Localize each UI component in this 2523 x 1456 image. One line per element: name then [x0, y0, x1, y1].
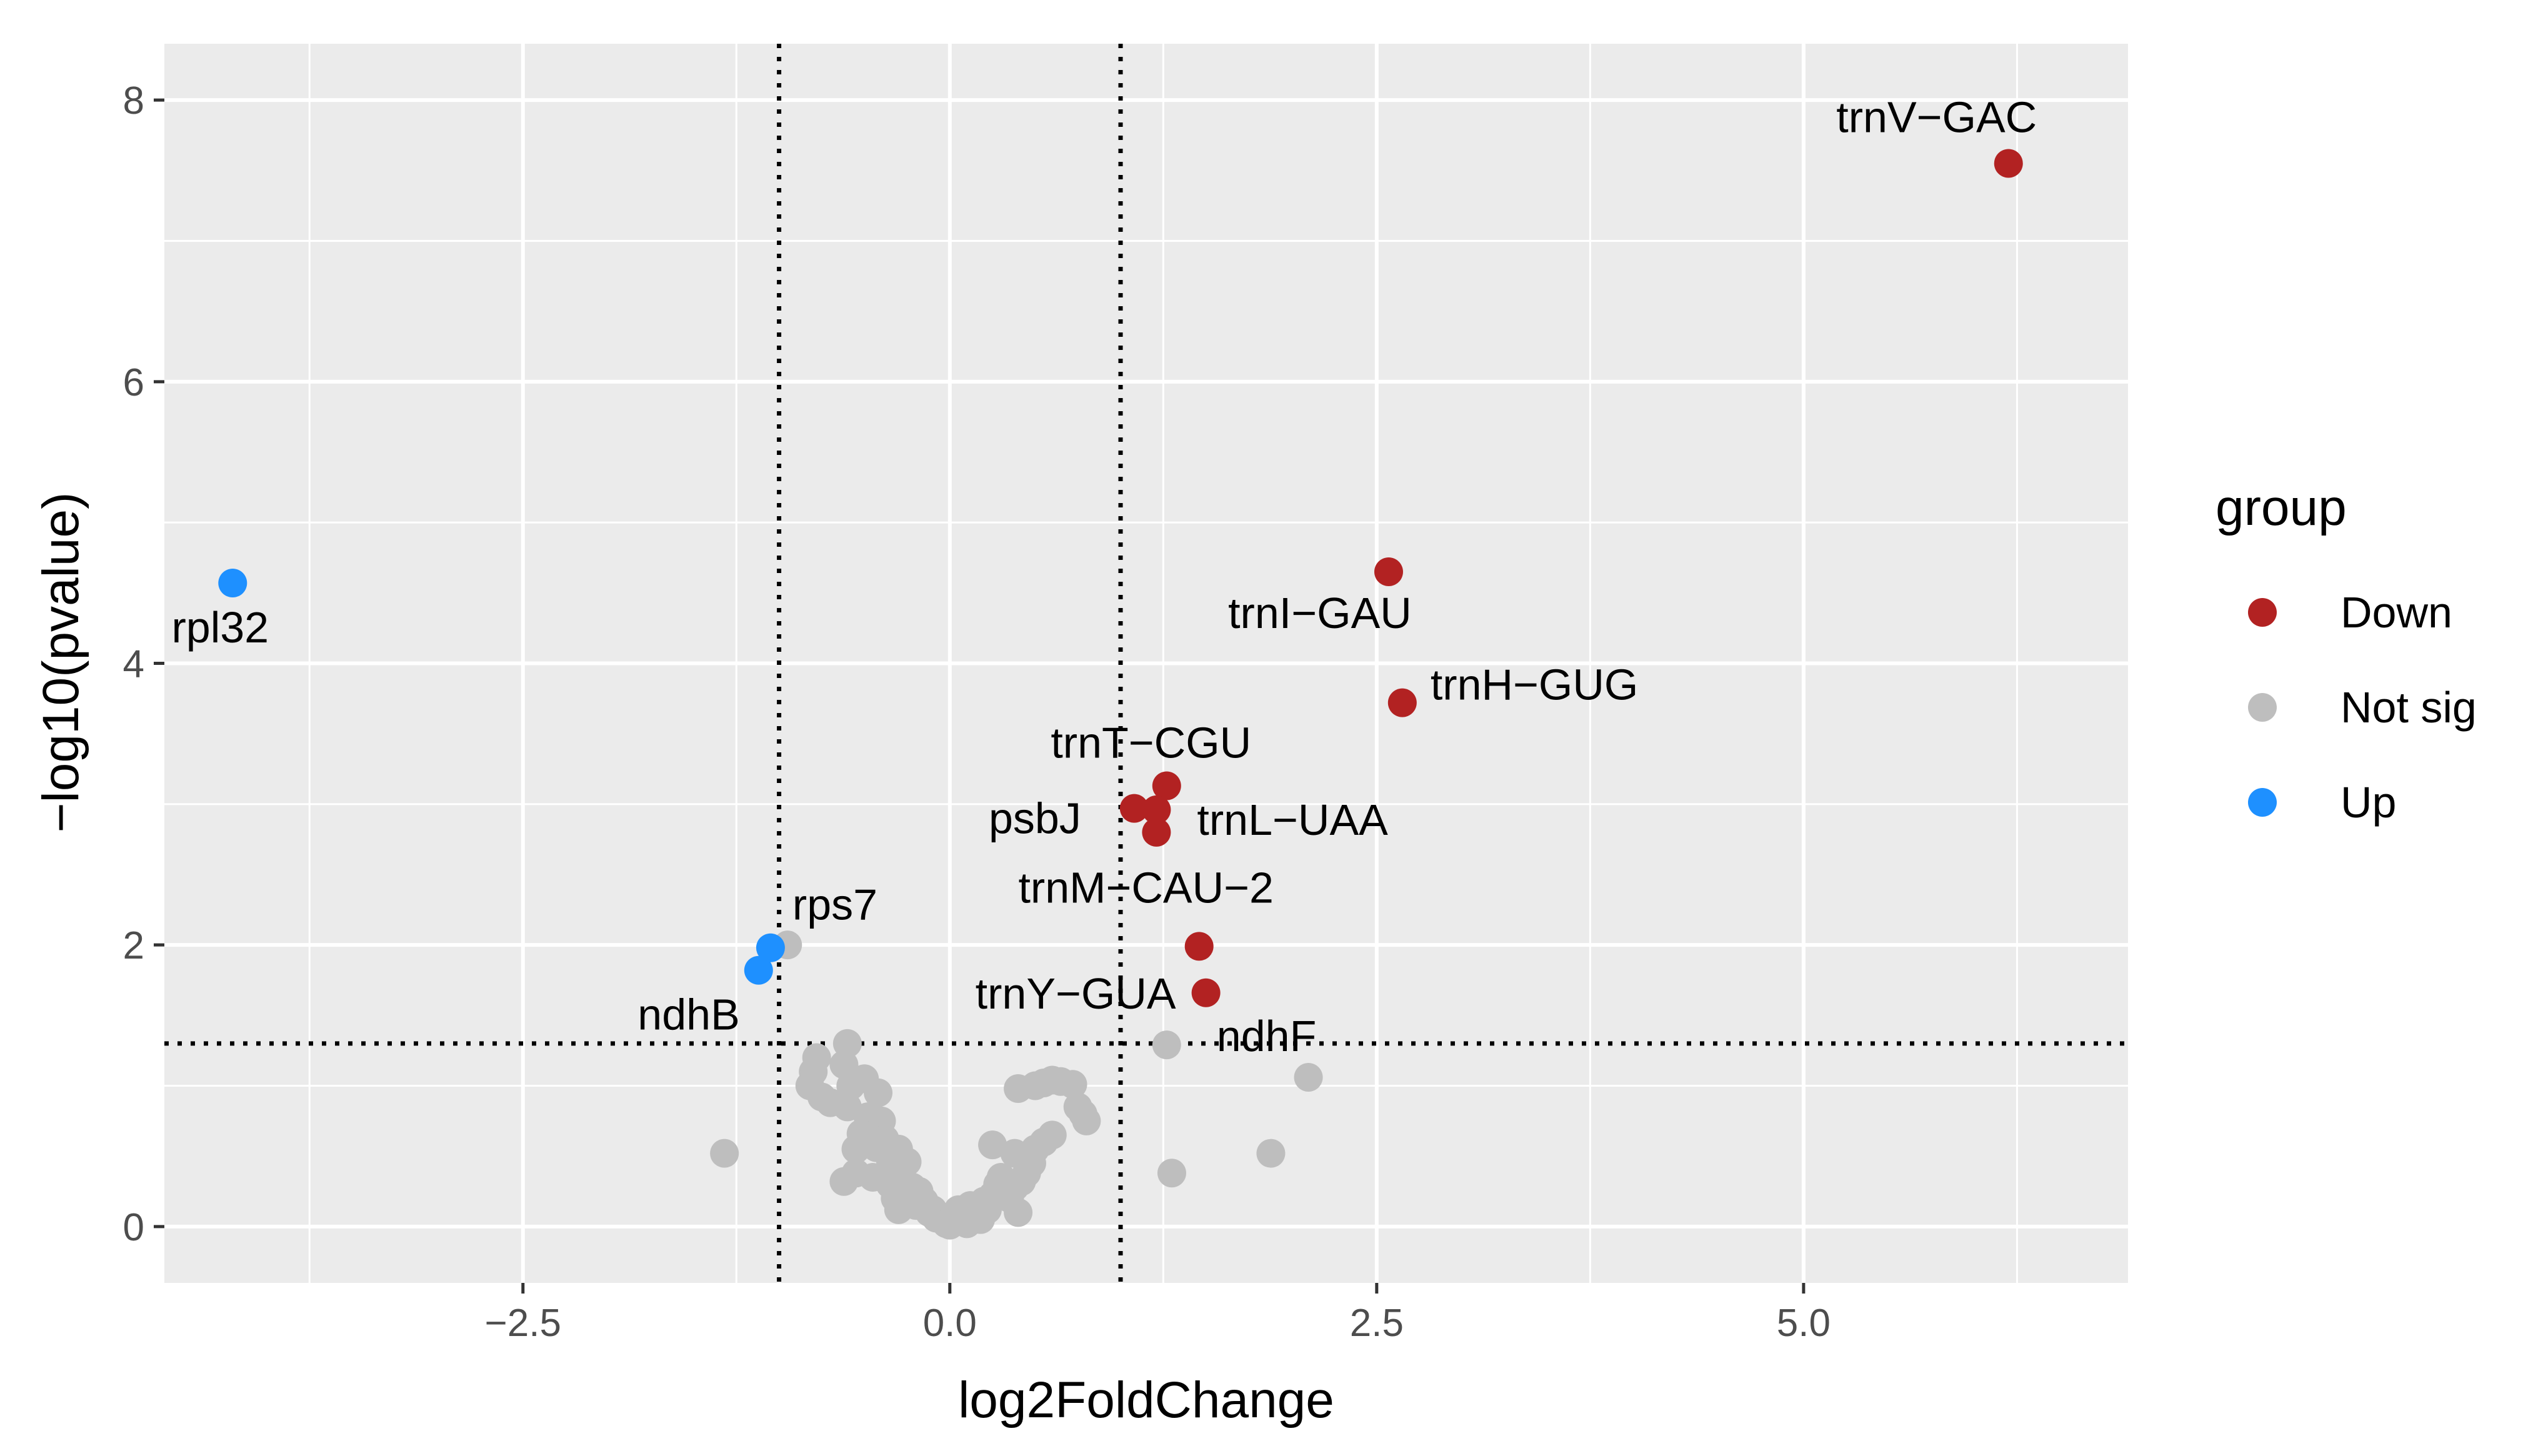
point-down — [1152, 771, 1181, 800]
point-not-sig — [1157, 1159, 1186, 1188]
x-axis-title: log2FoldChange — [958, 1372, 1334, 1429]
legend-label: Down — [2341, 588, 2452, 637]
legend-key-not-sig — [2248, 693, 2277, 722]
point-not-sig — [952, 1209, 982, 1239]
x-tick-label: 0.0 — [923, 1302, 977, 1345]
point-down — [1191, 978, 1221, 1007]
y-tick-label: 8 — [123, 79, 144, 122]
point-not-sig — [1037, 1120, 1067, 1150]
point-not-sig — [1152, 1030, 1181, 1060]
point-down — [1142, 795, 1171, 824]
point-label: trnT−CGU — [1051, 719, 1251, 767]
legend-key-up — [2248, 788, 2277, 817]
point-label: ndhF — [1217, 1012, 1317, 1060]
legend-label: Up — [2341, 778, 2396, 827]
point-label: trnV−GAC — [1836, 93, 2037, 142]
point-not-sig — [710, 1139, 739, 1168]
point-label: trnM−CAU−2 — [1018, 863, 1273, 912]
point-label: trnH−GUG — [1431, 661, 1639, 709]
point-up — [744, 955, 773, 985]
x-axis: −2.5 0.0 2.5 5.0 — [485, 1283, 1831, 1345]
legend-label: Not sig — [2341, 683, 2477, 732]
y-tick-label: 0 — [123, 1206, 144, 1249]
point-not-sig — [841, 1134, 871, 1164]
point-down — [1994, 149, 2023, 178]
point-label: trnL−UAA — [1197, 795, 1388, 844]
point-down — [1374, 557, 1403, 587]
x-tick-label: −2.5 — [485, 1302, 561, 1345]
y-axis-title: −log10(pvalue) — [32, 492, 89, 833]
y-tick-label: 4 — [123, 643, 144, 686]
point-down — [1142, 817, 1171, 847]
point-down — [1119, 794, 1149, 823]
point-up — [756, 933, 785, 962]
point-not-sig — [884, 1195, 913, 1224]
point-up — [218, 569, 247, 598]
point-not-sig — [978, 1130, 1007, 1160]
legend: group Down Not sig Up — [2216, 479, 2477, 827]
point-not-sig — [1256, 1139, 1286, 1168]
point-label: psbJ — [989, 794, 1081, 843]
point-label: rpl32 — [171, 603, 269, 652]
grid-major — [164, 44, 2128, 1283]
point-label: ndhB — [637, 990, 739, 1039]
point-not-sig — [829, 1167, 859, 1196]
point-not-sig — [832, 1029, 862, 1058]
x-tick-label: 2.5 — [1350, 1302, 1404, 1345]
y-tick-label: 2 — [123, 924, 144, 967]
reference-lines — [164, 44, 2128, 1283]
point-not-sig — [1294, 1063, 1323, 1092]
point-labels: trnV−GAC trnI−GAU trnH−GUG trnT−CGU psbJ trnL… — [171, 93, 2037, 1061]
legend-key-down — [2248, 598, 2277, 627]
point-down — [1184, 932, 1214, 961]
point-label: rps7 — [792, 880, 877, 929]
point-label: trnI−GAU — [1228, 589, 1412, 637]
legend-title: group — [2216, 479, 2347, 536]
y-tick-label: 6 — [123, 361, 144, 404]
x-tick-label: 5.0 — [1777, 1302, 1831, 1345]
data-points — [218, 149, 2023, 1240]
point-label: trnY−GUA — [976, 969, 1176, 1018]
y-axis: 0 2 4 6 8 — [123, 79, 164, 1249]
point-not-sig — [864, 1078, 893, 1107]
point-not-sig — [1058, 1070, 1087, 1099]
point-down — [1387, 688, 1417, 717]
point-not-sig — [1004, 1198, 1033, 1227]
point-not-sig — [1068, 1099, 1097, 1129]
